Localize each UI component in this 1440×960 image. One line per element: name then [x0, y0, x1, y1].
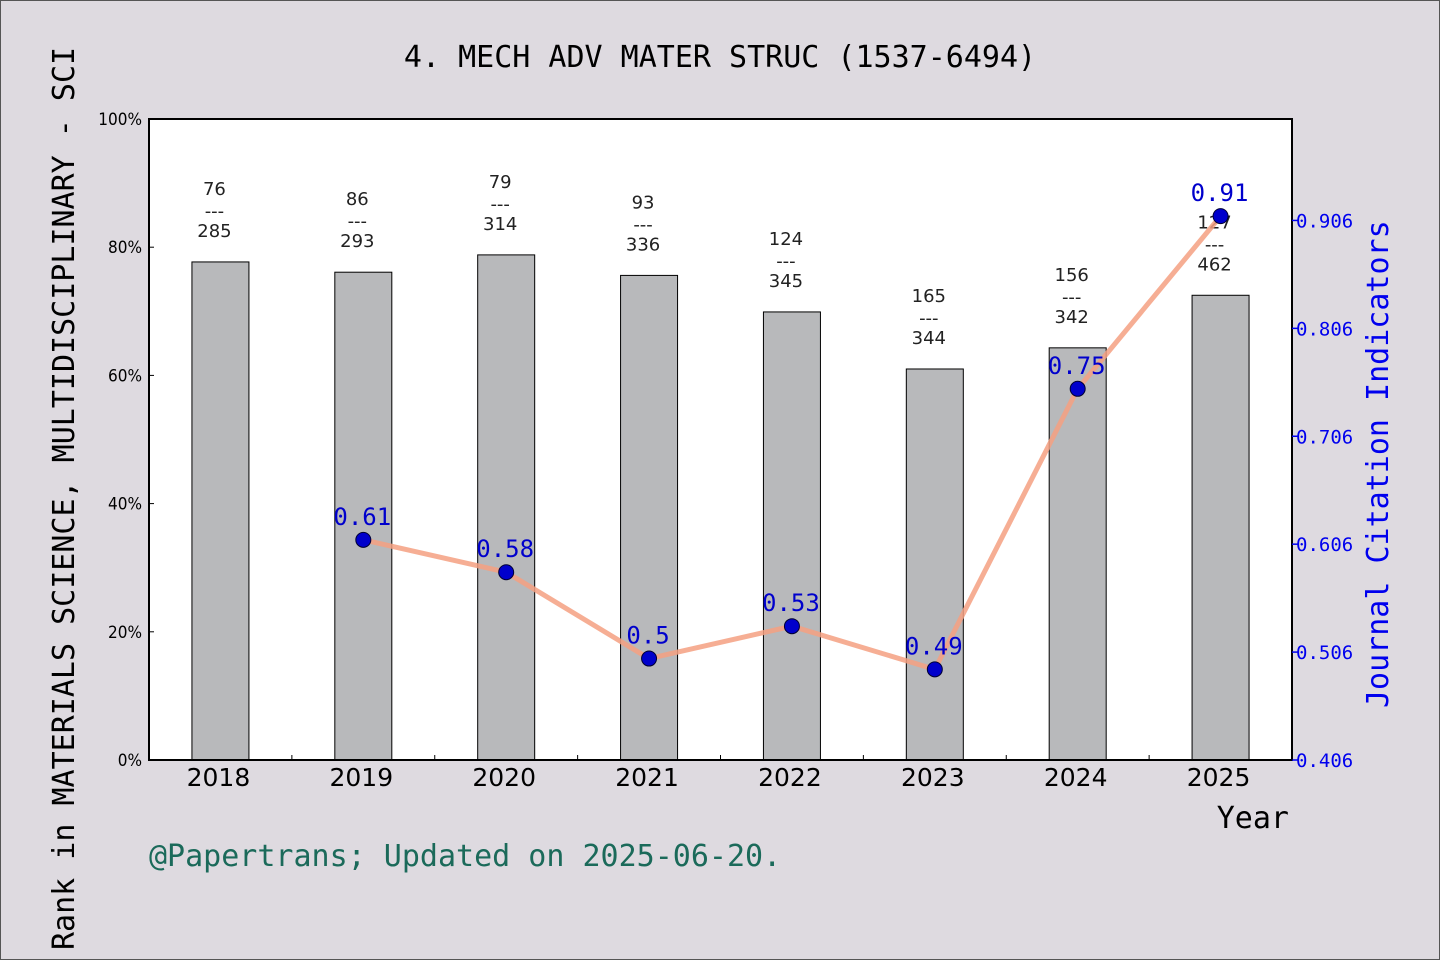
bar-separator-label: --- — [490, 194, 510, 215]
bar-separator-label: --- — [633, 214, 653, 235]
x-tick-label: 2025 — [1187, 763, 1251, 792]
bar-2020[interactable] — [477, 254, 536, 761]
y2-tick-label: 0.506 — [1296, 642, 1353, 664]
jci-point-2020[interactable] — [498, 564, 515, 581]
y-tick-label: 80% — [108, 238, 142, 258]
bar-total-label: 336 — [626, 234, 660, 255]
bar-separator-label: --- — [1062, 287, 1082, 308]
jci-point-2022[interactable] — [783, 618, 800, 635]
y2-axis-title: Journal Citation Indicators — [1361, 220, 1396, 708]
x-tick-label: 2022 — [758, 763, 822, 792]
x-tick-label: 2024 — [1044, 763, 1108, 792]
bar-separator-label: --- — [1205, 234, 1225, 255]
y-tick-label: 60% — [108, 366, 142, 386]
x-axis-title: Year — [1217, 801, 1289, 836]
jci-point-2019[interactable] — [355, 531, 372, 548]
bar-2025[interactable] — [1191, 294, 1250, 761]
bar-rank-label: 93 — [632, 192, 655, 213]
x-tick-label: 2018 — [187, 763, 251, 792]
bar-separator-label: --- — [776, 251, 796, 272]
bar-separator-label: --- — [205, 201, 225, 222]
bar-rank-label: 124 — [769, 229, 803, 250]
bar-total-label: 342 — [1055, 307, 1089, 328]
x-tick-label: 2019 — [330, 763, 394, 792]
bar-total-label: 345 — [769, 271, 803, 292]
y-tick-label: 20% — [108, 623, 142, 643]
bar-2021[interactable] — [620, 274, 679, 761]
bar-2019[interactable] — [334, 271, 393, 761]
jci-value-label: 0.58 — [476, 535, 534, 563]
jci-value-label: 0.5 — [626, 622, 669, 650]
bar-total-label: 314 — [483, 214, 517, 235]
bar-total-label: 344 — [912, 328, 946, 349]
jci-value-label: 0.49 — [905, 632, 963, 660]
bar-rank-label: 86 — [346, 189, 369, 210]
bar-rank-label: 165 — [912, 286, 946, 307]
bar-rank-label: 76 — [203, 179, 226, 200]
plot-area — [149, 119, 1292, 760]
jci-point-2025[interactable] — [1212, 208, 1229, 225]
chart-title: 4. MECH ADV MATER STRUC (1537-6494) — [404, 40, 1036, 75]
jci-value-label: 0.75 — [1048, 352, 1106, 380]
x-tick-label: 2021 — [615, 763, 679, 792]
jci-value-label: 0.53 — [762, 589, 820, 617]
bar-total-label: 285 — [197, 221, 231, 242]
y-tick-label: 40% — [108, 495, 142, 515]
bar-total-label: 462 — [1197, 254, 1231, 275]
y-tick-label: 100% — [98, 110, 142, 130]
x-tick-label: 2023 — [901, 763, 965, 792]
y2-tick-label: 0.806 — [1296, 318, 1353, 340]
bar-2024[interactable] — [1048, 347, 1107, 761]
bar-rank-label: 79 — [489, 172, 512, 193]
bar-separator-label: --- — [348, 211, 368, 232]
bar-2023[interactable] — [905, 368, 964, 761]
jci-point-2023[interactable] — [926, 661, 943, 678]
bar-rank-label: 156 — [1055, 265, 1089, 286]
y-axis-title: Rank in MATERIALS SCIENCE, MULTIDISCIPLI… — [47, 47, 82, 950]
bar-2022[interactable] — [762, 311, 821, 761]
jci-value-label: 0.91 — [1191, 179, 1249, 207]
y2-tick-label: 0.606 — [1296, 534, 1353, 556]
y2-tick-label: 0.706 — [1296, 426, 1353, 448]
y2-tick-label: 0.906 — [1296, 210, 1353, 232]
jci-point-2021[interactable] — [641, 650, 658, 667]
bar-separator-label: --- — [919, 308, 939, 329]
footer-credit: @Papertrans; Updated on 2025-06-20. — [149, 839, 781, 874]
jci-value-label: 0.61 — [333, 503, 391, 531]
bar-total-label: 293 — [340, 231, 374, 252]
y-tick-label: 0% — [118, 751, 142, 771]
y2-tick-label: 0.406 — [1296, 750, 1353, 772]
bar-2018[interactable] — [191, 261, 250, 761]
jci-point-2024[interactable] — [1069, 380, 1086, 397]
x-tick-label: 2020 — [472, 763, 536, 792]
